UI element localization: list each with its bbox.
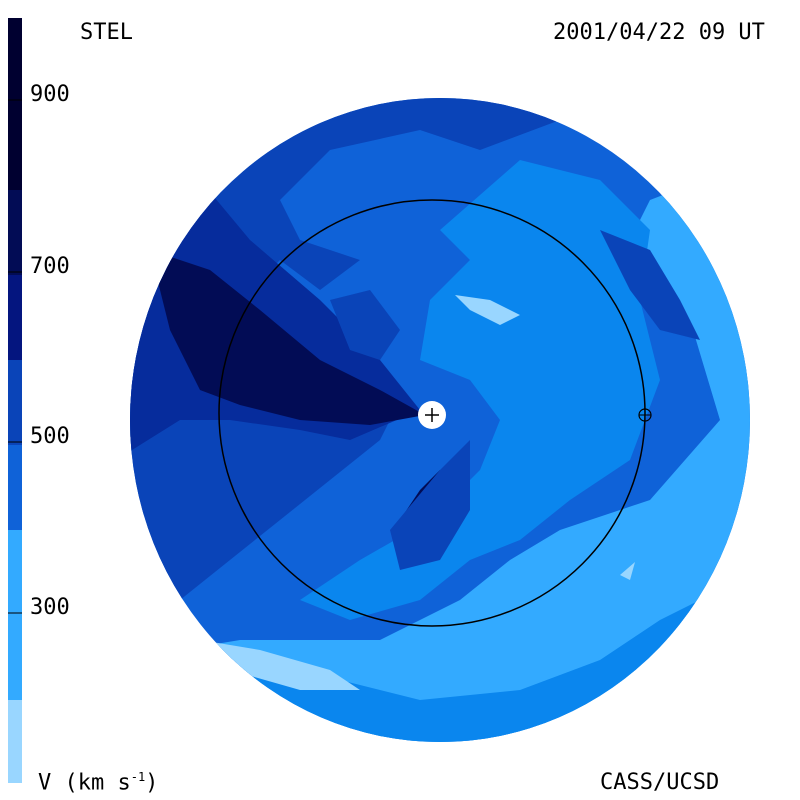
units-superscript: -1 bbox=[130, 770, 146, 784]
sun-marker bbox=[418, 401, 446, 429]
colorbar-band bbox=[8, 445, 22, 530]
very-slow-streak bbox=[620, 562, 635, 580]
units-close: ) bbox=[145, 770, 159, 796]
colorbar-tick-label: 300 bbox=[30, 595, 70, 620]
slow-region bbox=[150, 150, 750, 742]
spacecraft-label: STEL bbox=[80, 20, 133, 45]
colorbar-tick-label: 500 bbox=[30, 424, 70, 449]
fast-region bbox=[130, 98, 750, 620]
slow-medium-region bbox=[300, 160, 660, 620]
fast-arm bbox=[600, 230, 700, 340]
colorbar-band bbox=[8, 530, 22, 700]
colorbar-band bbox=[8, 190, 22, 275]
date-time-label: 2001/04/22 09 UT bbox=[553, 20, 765, 45]
very-slow-streak bbox=[455, 295, 520, 325]
very-slow-streak bbox=[200, 640, 360, 690]
colorbar bbox=[8, 18, 22, 783]
colorbar-tick-label: 700 bbox=[30, 254, 70, 279]
earth-icon bbox=[638, 408, 652, 422]
colorbar-band bbox=[8, 18, 22, 190]
institution-label: CASS/UCSD bbox=[600, 770, 720, 795]
fast-arm bbox=[390, 440, 470, 570]
units-label: V (km s-1) bbox=[38, 770, 158, 795]
colorbar-band bbox=[8, 700, 22, 783]
colorbar-band bbox=[8, 275, 22, 360]
fastest-core bbox=[150, 250, 425, 425]
colorbar-band bbox=[8, 360, 22, 445]
units-text: V (km s bbox=[38, 770, 131, 796]
colorbar-tick-label: 900 bbox=[30, 82, 70, 107]
fast-arm bbox=[330, 290, 400, 360]
